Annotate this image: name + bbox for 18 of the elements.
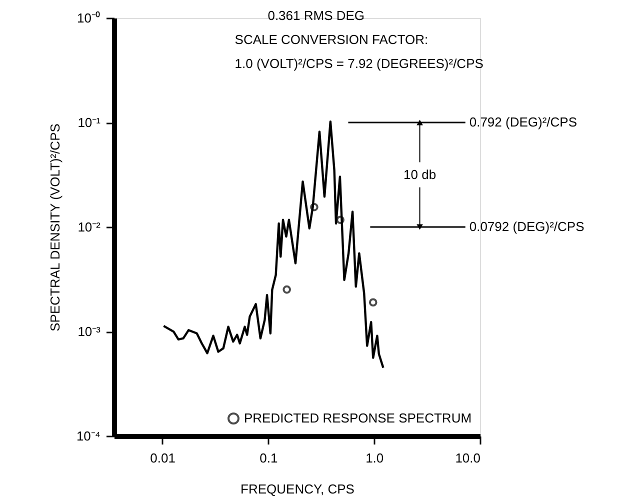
text: SCALE CONVERSION FACTOR: bbox=[234, 32, 428, 47]
text: 1.0 (VOLT)²/CPS = 7.92 (DEGREES)²/CPS bbox=[234, 56, 484, 71]
y-tick-label: 10⁻³ bbox=[78, 324, 102, 339]
chart-title: 0.361 RMS DEG bbox=[268, 8, 365, 23]
x-tick-label: 0.1 bbox=[260, 450, 278, 466]
y-tick-label: 10⁻² bbox=[78, 220, 102, 234]
x-tick-label: 10.0 bbox=[455, 450, 480, 466]
y-axis-title: SPECTRAL DENSITY (VOLT)²/CPS bbox=[47, 123, 62, 332]
ref-line-label: 0.0792 (DEG)²/CPS bbox=[469, 219, 585, 234]
y-tick-label: 10⁻¹ bbox=[78, 115, 102, 130]
legend-label: PREDICTED RESPONSE SPECTRUM bbox=[244, 410, 472, 426]
ref-line-label: 0.792 (DEG)²/CPS bbox=[469, 114, 578, 130]
y-tick-label: 10⁻⁰ bbox=[77, 10, 100, 26]
x-tick-label: 1.0 bbox=[366, 450, 384, 466]
x-tick-label: 0.01 bbox=[150, 450, 176, 466]
annotation: 10 db bbox=[404, 166, 436, 182]
y-tick-label: 10⁻⁴ bbox=[76, 428, 100, 444]
x-axis-title: FREQUENCY, CPS bbox=[240, 482, 355, 496]
